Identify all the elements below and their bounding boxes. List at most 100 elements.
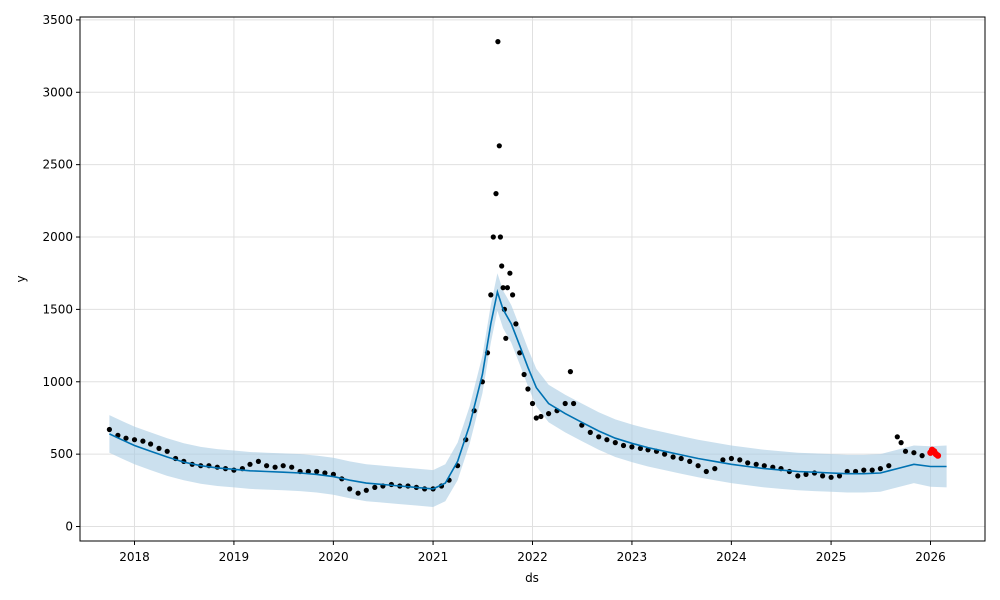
y-tick-label: 1000	[42, 375, 73, 389]
y-tick-label: 3500	[42, 13, 73, 27]
observed-point	[886, 463, 892, 469]
observed-point	[156, 445, 162, 451]
observed-point	[247, 461, 253, 467]
observed-point	[148, 441, 154, 447]
observed-point	[289, 464, 295, 470]
observed-point	[662, 451, 668, 457]
observed-point	[678, 455, 684, 462]
observed-point	[496, 143, 502, 149]
x-axis-label: ds	[525, 571, 539, 585]
observed-point	[280, 463, 286, 469]
observed-point	[898, 440, 904, 446]
observed-point	[844, 468, 850, 475]
y-axis-label: y	[14, 275, 28, 282]
observed-point	[363, 487, 369, 493]
forecast-line	[109, 288, 947, 490]
observed-point	[106, 426, 112, 433]
x-axis-ticks: 2018 2019 2020 2021 2022 2023 2024 2025 2026	[119, 541, 946, 564]
recent-points	[927, 446, 942, 459]
observed-point	[629, 444, 635, 450]
y-tick-label: 2500	[42, 158, 73, 172]
observed-point	[695, 463, 701, 469]
observed-point	[497, 234, 503, 240]
observed-point	[604, 437, 610, 443]
observed-point	[525, 386, 531, 392]
grid-lines	[80, 17, 985, 541]
observed-point	[737, 457, 743, 463]
observed-point	[529, 400, 536, 407]
observed-point	[869, 467, 875, 473]
observed-point	[902, 448, 909, 454]
observed-point	[877, 466, 884, 472]
observed-point	[140, 438, 146, 444]
x-tick-label: 2018	[119, 550, 150, 564]
observed-point	[579, 422, 585, 428]
observed-point	[314, 468, 320, 475]
observed-point	[620, 442, 627, 449]
x-tick-label: 2026	[915, 550, 946, 564]
y-tick-label: 1500	[42, 302, 73, 316]
x-tick-label: 2023	[617, 550, 648, 564]
observed-point	[596, 434, 602, 440]
observed-point	[720, 457, 726, 463]
observed-point	[521, 371, 527, 378]
observed-point	[753, 461, 759, 467]
x-tick-label: 2025	[816, 550, 847, 564]
observed-point	[761, 463, 767, 469]
observed-point	[745, 460, 751, 466]
y-axis-ticks: 0 500 1000 1500 2000 2500 3000 3500	[42, 13, 80, 534]
observed-point	[587, 429, 593, 435]
observed-point	[567, 369, 574, 375]
observed-point	[372, 484, 378, 490]
observed-point	[853, 468, 859, 475]
observed-point	[546, 411, 552, 417]
recent-point	[934, 452, 942, 459]
observed-point	[828, 474, 834, 480]
observed-point	[509, 292, 516, 298]
y-tick-label: 0	[65, 520, 73, 534]
observed-point	[728, 455, 735, 462]
observed-point	[836, 473, 843, 479]
observed-point	[488, 292, 494, 298]
observed-point	[911, 450, 917, 456]
observed-point	[703, 468, 709, 475]
observed-point	[803, 471, 809, 477]
observed-point	[493, 191, 499, 197]
observed-point	[503, 335, 509, 341]
observed-point	[264, 463, 270, 469]
x-tick-label: 2024	[716, 550, 747, 564]
observed-point	[517, 350, 523, 356]
observed-point	[861, 467, 867, 473]
x-tick-label: 2020	[318, 550, 349, 564]
observed-point	[123, 435, 129, 441]
y-tick-label: 2000	[42, 230, 73, 244]
observed-point	[612, 440, 618, 446]
observed-point	[499, 263, 505, 269]
observed-point	[504, 285, 510, 291]
observed-point	[495, 39, 501, 45]
observed-point	[533, 415, 539, 421]
observed-point	[795, 473, 801, 479]
y-tick-label: 3000	[42, 85, 73, 99]
observed-point	[272, 464, 278, 470]
observed-point	[164, 448, 170, 454]
observed-point	[712, 466, 718, 472]
observed-point	[500, 285, 506, 291]
observed-point	[131, 437, 138, 443]
observed-point	[687, 458, 693, 464]
observed-points	[106, 39, 925, 496]
observed-point	[894, 434, 900, 440]
x-tick-label: 2022	[517, 550, 548, 564]
x-tick-label: 2021	[418, 550, 449, 564]
x-tick-label: 2019	[219, 550, 250, 564]
observed-point	[820, 473, 826, 479]
observed-point	[322, 470, 328, 476]
observed-point	[919, 453, 925, 459]
observed-point	[670, 454, 676, 460]
y-tick-label: 500	[50, 447, 73, 461]
observed-point	[513, 321, 519, 327]
observed-point	[637, 445, 644, 451]
observed-point	[571, 400, 577, 407]
observed-point	[347, 486, 353, 492]
